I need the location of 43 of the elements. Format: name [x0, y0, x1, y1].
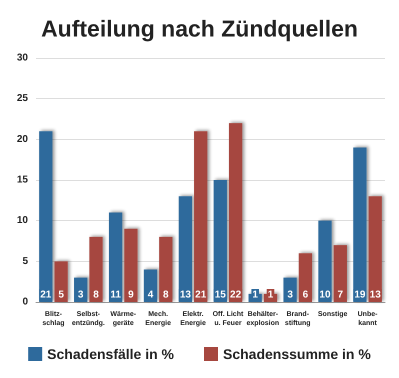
data-label: 13 [370, 290, 382, 300]
bar [124, 228, 138, 302]
bar [228, 123, 242, 302]
bar [214, 180, 227, 302]
bar [178, 196, 192, 302]
y-tick-label: 15 [16, 174, 28, 186]
data-label: 21 [195, 290, 207, 300]
data-label: 3 [287, 290, 294, 300]
data-label: 7 [338, 290, 344, 300]
data-label: 21 [40, 290, 52, 300]
data-label: 11 [110, 290, 122, 300]
bar [334, 245, 347, 302]
bar [89, 236, 103, 302]
data-label: 10 [319, 290, 331, 300]
data-label: 8 [93, 290, 100, 300]
data-label: 6 [302, 290, 309, 300]
data-label: 8 [163, 290, 170, 300]
chart-title: Aufteilung nach Zündquellen [41, 16, 358, 42]
data-label: 1 [268, 290, 274, 300]
data-label: 4 [148, 290, 154, 300]
legend-label: Schadensfälle in % [47, 346, 175, 362]
y-tick-label: 5 [22, 256, 28, 267]
bar [368, 196, 382, 302]
y-tick-label: 0 [22, 296, 28, 308]
data-label: 5 [58, 290, 64, 300]
bar [108, 212, 122, 302]
bar [39, 131, 52, 302]
y-tick-label: 25 [16, 93, 28, 104]
y-tick-label: 30 [16, 52, 28, 64]
bar [159, 236, 172, 302]
data-label: 9 [128, 290, 134, 300]
bar [353, 147, 367, 302]
bar [298, 253, 312, 302]
data-label: 3 [78, 290, 84, 300]
data-label: 15 [214, 290, 226, 300]
bar [194, 131, 208, 302]
data-label: 19 [354, 290, 366, 300]
y-tick-label: 10 [16, 215, 28, 226]
data-label: 1 [252, 290, 258, 300]
legend-label: Schadenssumme in % [222, 346, 372, 362]
y-tick-label: 20 [16, 134, 28, 145]
data-label: 13 [180, 290, 192, 300]
data-label: 22 [230, 290, 242, 300]
